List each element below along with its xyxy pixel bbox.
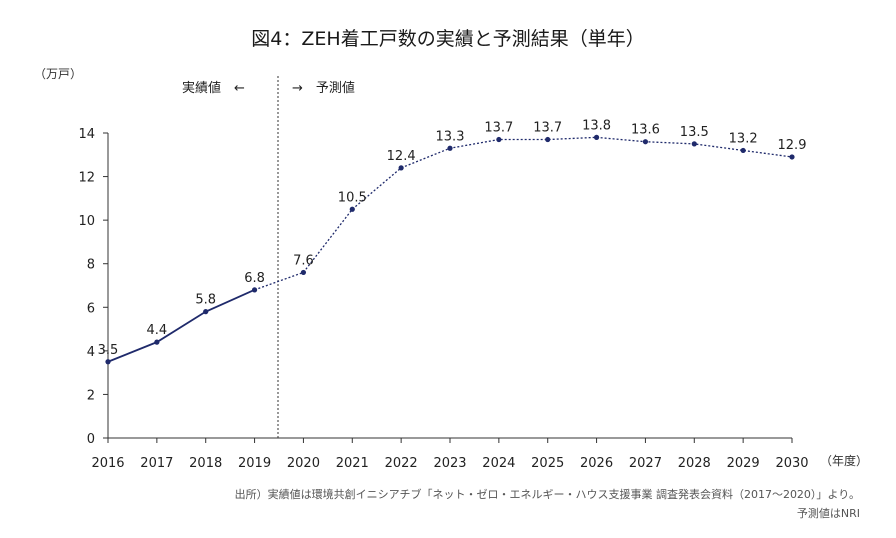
x-tick-label: 2027 (629, 456, 662, 471)
data-point (593, 134, 600, 140)
data-label: 3.5 (98, 343, 119, 358)
x-tick-label: 2030 (775, 456, 808, 471)
data-label: 13.8 (582, 118, 611, 133)
data-label: 4.4 (147, 323, 168, 338)
series-lines (107, 136, 793, 363)
x-tick-label: 2028 (678, 456, 711, 471)
data-label: 13.3 (436, 129, 465, 144)
data-label: 10.5 (338, 190, 367, 205)
y-tick-label: 2 (87, 388, 95, 403)
source-note: 出所）実績値は環境共創イニシアチブ「ネット・ゼロ・エネルギー・ハウス支援事業 調… (234, 488, 860, 501)
y-ticks: 0 2 4 6 8 10 12 14 (78, 127, 108, 447)
data-point (349, 206, 355, 212)
data-point (203, 309, 209, 315)
x-tick-label: 2021 (336, 456, 369, 471)
y-tick-label: 12 (78, 171, 95, 186)
chart-title: 図4：ZEH着工戸数の実績と予測結果（単年） (251, 28, 644, 50)
data-label: 5.8 (195, 293, 216, 308)
y-tick-label: 6 (87, 301, 95, 316)
series-line-2 (302, 136, 793, 273)
data-point (447, 145, 453, 151)
x-tick-label: 2029 (727, 456, 760, 471)
source-note-forecast: 予測値はNRI (796, 507, 860, 520)
data-label: 13.7 (484, 121, 513, 136)
data-point (545, 136, 551, 143)
data-point (691, 141, 697, 147)
y-tick-label: 14 (78, 127, 95, 142)
x-tick-label: 2023 (433, 456, 466, 471)
data-point (740, 147, 746, 154)
y-tick-label: 8 (87, 258, 95, 273)
data-point (789, 154, 795, 160)
data-points (105, 134, 795, 365)
data-label: 13.7 (533, 121, 562, 136)
x-tick-label: 2018 (189, 456, 222, 471)
y-tick-label: 4 (87, 345, 95, 360)
actual-annotation: 実績値 ← (182, 80, 245, 96)
x-tick-label: 2025 (531, 456, 564, 471)
data-point (642, 139, 649, 145)
x-tick-label: 2020 (287, 456, 320, 471)
data-label: 7.6 (293, 253, 314, 268)
x-tick-label: 2024 (482, 456, 515, 471)
data-label: 12.4 (387, 149, 416, 164)
y-tick-label: 10 (78, 214, 95, 229)
data-point (251, 287, 258, 293)
series-line-1 (107, 289, 255, 363)
data-label: 13.6 (631, 123, 660, 138)
data-label: 6.8 (244, 271, 265, 286)
data-point (398, 165, 404, 171)
y-tick-label: 0 (87, 432, 95, 447)
data-point (300, 269, 307, 276)
series-connector (254, 271, 304, 291)
y-axis-unit: （万戸） (34, 67, 82, 81)
data-point (154, 339, 160, 345)
x-axis-unit: （年度） (820, 453, 868, 468)
x-tick-label: 2019 (238, 456, 271, 471)
x-tick-label: 2022 (385, 456, 418, 471)
data-point (496, 136, 502, 143)
data-label: 13.5 (680, 125, 709, 140)
data-label: 12.9 (778, 138, 807, 153)
x-tick-label: 2017 (140, 456, 173, 471)
x-tick-label: 2026 (580, 456, 613, 471)
data-label: 13.2 (729, 131, 758, 146)
x-ticks: 2016 2017 2018 2019 2020 2021 2022 2023 2024 2025… (91, 438, 809, 471)
data-point (105, 359, 111, 365)
forecast-annotation: → 予測値 (292, 80, 355, 96)
data-labels: 3.5 4.4 5.8 6.8 7.6 10.5 12.4 13.3 13.7 13.7 13.8 1… (98, 118, 807, 357)
x-tick-label: 2016 (91, 456, 124, 471)
